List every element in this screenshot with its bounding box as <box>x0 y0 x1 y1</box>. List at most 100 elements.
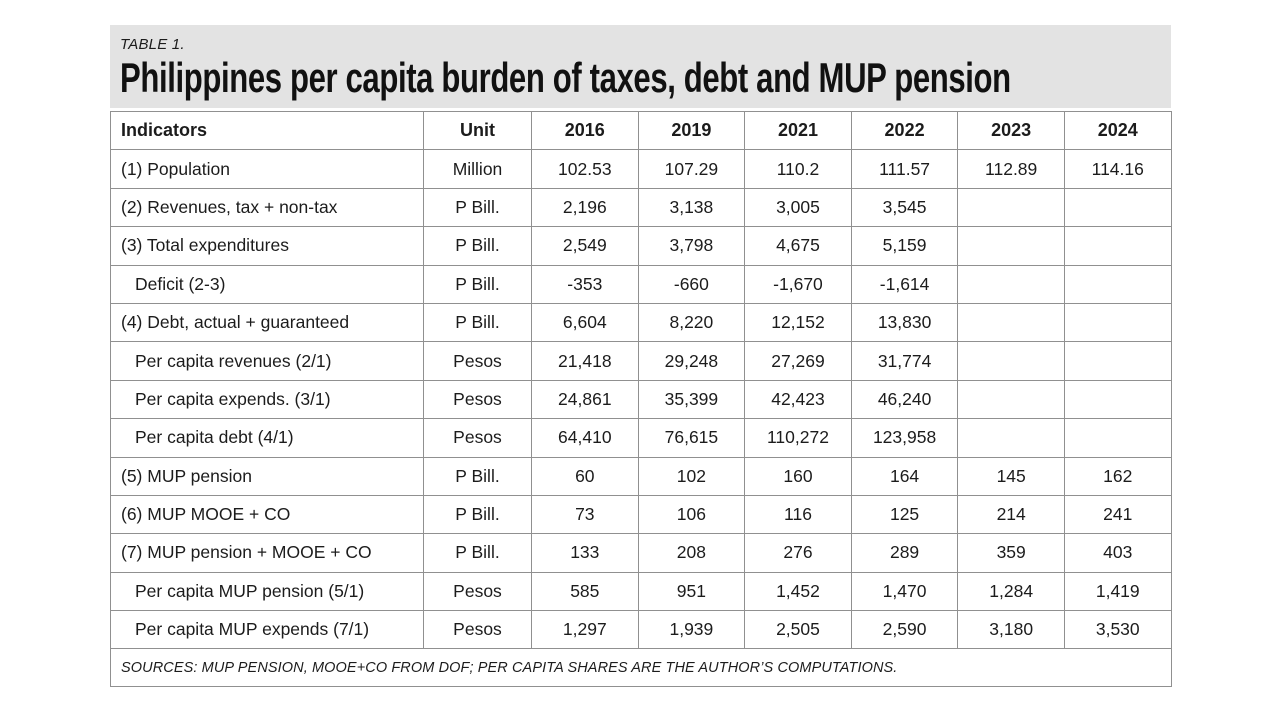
value-cell: 46,240 <box>850 379 959 420</box>
value-cell: 29,248 <box>637 341 746 381</box>
value-cell: 1,284 <box>957 571 1065 612</box>
value-cell: 3,545 <box>850 187 959 228</box>
value-cell: 123,958 <box>850 418 959 458</box>
source-row: SOURCES: MUP PENSION, MOOE+CO FROM DOF; … <box>110 648 1172 688</box>
table-title-band: TABLE 1. Philippines per capita burden o… <box>110 25 1171 108</box>
source-note: SOURCES: MUP PENSION, MOOE+CO FROM DOF; … <box>110 648 1172 688</box>
value-cell: -1,614 <box>850 264 959 304</box>
unit-cell: P Bill. <box>423 533 532 573</box>
value-cell: 164 <box>850 456 959 496</box>
value-cell: 102 <box>637 456 746 496</box>
value-cell <box>957 226 1065 266</box>
value-cell: -353 <box>531 264 639 304</box>
value-cell: 27,269 <box>744 341 852 381</box>
indicator-cell: (5) MUP pension <box>110 456 424 496</box>
indicator-cell: Per capita MUP pension (5/1) <box>110 571 424 612</box>
table-number-label: TABLE 1. <box>120 36 185 53</box>
unit-cell: Pesos <box>423 379 532 420</box>
unit-cell: P Bill. <box>423 302 532 343</box>
unit-cell: Pesos <box>423 418 532 458</box>
value-cell <box>957 264 1065 304</box>
indicator-cell: Per capita revenues (2/1) <box>110 341 424 381</box>
value-cell: 125 <box>850 494 959 535</box>
unit-cell: P Bill. <box>423 187 532 228</box>
table-row: (2) Revenues, tax + non-tax P Bill. 2,196 3… <box>110 187 1172 228</box>
table-row: Per capita revenues (2/1) Pesos 21,418 29,2… <box>110 341 1172 381</box>
column-header-2019: 2019 <box>637 110 746 151</box>
value-cell: 13,830 <box>850 302 959 343</box>
value-cell <box>957 302 1065 343</box>
value-cell <box>1063 264 1172 304</box>
table-title: Philippines per capita burden of taxes, … <box>120 54 1011 101</box>
value-cell: 133 <box>531 533 639 573</box>
value-cell <box>1063 379 1172 420</box>
value-cell: 64,410 <box>531 418 639 458</box>
table-row: (4) Debt, actual + guaranteed P Bill. 6,60… <box>110 302 1172 343</box>
value-cell: 35,399 <box>637 379 746 420</box>
indicator-cell: Per capita debt (4/1) <box>110 418 424 458</box>
value-cell: 2,505 <box>744 610 852 650</box>
column-header-unit: Unit <box>423 110 532 151</box>
value-cell: 110.2 <box>744 149 852 189</box>
table-body: (1) Population Million 102.53 107.29 110.2 11… <box>110 149 1172 650</box>
header-row: Indicators Unit 2016 2019 2021 2022 2023… <box>110 110 1172 151</box>
value-cell: 585 <box>531 571 639 612</box>
value-cell <box>1063 226 1172 266</box>
value-cell: 2,196 <box>531 187 639 228</box>
value-cell: 110,272 <box>744 418 852 458</box>
value-cell <box>957 187 1065 228</box>
column-header-2024: 2024 <box>1063 110 1172 151</box>
value-cell: 116 <box>744 494 852 535</box>
value-cell <box>957 341 1065 381</box>
unit-cell: P Bill. <box>423 264 532 304</box>
indicator-cell: (2) Revenues, tax + non-tax <box>110 187 424 228</box>
value-cell: 241 <box>1063 494 1172 535</box>
value-cell <box>1063 187 1172 228</box>
column-header-2022: 2022 <box>850 110 959 151</box>
value-cell: 160 <box>744 456 852 496</box>
value-cell: 102.53 <box>531 149 639 189</box>
value-cell: 114.16 <box>1063 149 1172 189</box>
indicator-cell: (4) Debt, actual + guaranteed <box>110 302 424 343</box>
value-cell: 951 <box>637 571 746 612</box>
value-cell: 1,297 <box>531 610 639 650</box>
value-cell: 42,423 <box>744 379 852 420</box>
unit-cell: Million <box>423 149 532 189</box>
indicator-cell: (7) MUP pension + MOOE + CO <box>110 533 424 573</box>
value-cell <box>957 379 1065 420</box>
value-cell: 31,774 <box>850 341 959 381</box>
table-row: (3) Total expenditures P Bill. 2,549 3,798 4… <box>110 226 1172 266</box>
unit-cell: Pesos <box>423 610 532 650</box>
value-cell: -660 <box>637 264 746 304</box>
value-cell: 1,419 <box>1063 571 1172 612</box>
column-header-2021: 2021 <box>744 110 852 151</box>
indicator-cell: (1) Population <box>110 149 424 189</box>
data-table: Indicators Unit 2016 2019 2021 2022 2023… <box>110 110 1172 688</box>
table-row: Per capita expends. (3/1) Pesos 24,861 35,3… <box>110 379 1172 420</box>
value-cell: 1,452 <box>744 571 852 612</box>
value-cell: 106 <box>637 494 746 535</box>
value-cell: 3,138 <box>637 187 746 228</box>
value-cell <box>1063 418 1172 458</box>
table-row: (6) MUP MOOE + CO P Bill. 73 106 116 125 214 24… <box>110 494 1172 535</box>
value-cell: 208 <box>637 533 746 573</box>
value-cell: 107.29 <box>637 149 746 189</box>
value-cell: 60 <box>531 456 639 496</box>
value-cell: 359 <box>957 533 1065 573</box>
value-cell: 162 <box>1063 456 1172 496</box>
value-cell: 5,159 <box>850 226 959 266</box>
value-cell: 24,861 <box>531 379 639 420</box>
value-cell: 403 <box>1063 533 1172 573</box>
indicator-cell: Per capita expends. (3/1) <box>110 379 424 420</box>
indicator-cell: Per capita MUP expends (7/1) <box>110 610 424 650</box>
value-cell: 8,220 <box>637 302 746 343</box>
value-cell: 12,152 <box>744 302 852 343</box>
unit-cell: Pesos <box>423 571 532 612</box>
value-cell: 145 <box>957 456 1065 496</box>
indicator-cell: Deficit (2-3) <box>110 264 424 304</box>
indicator-cell: (3) Total expenditures <box>110 226 424 266</box>
unit-cell: Pesos <box>423 341 532 381</box>
value-cell <box>957 418 1065 458</box>
value-cell: 3,180 <box>957 610 1065 650</box>
table-row: Per capita MUP pension (5/1) Pesos 585 951 1… <box>110 571 1172 612</box>
